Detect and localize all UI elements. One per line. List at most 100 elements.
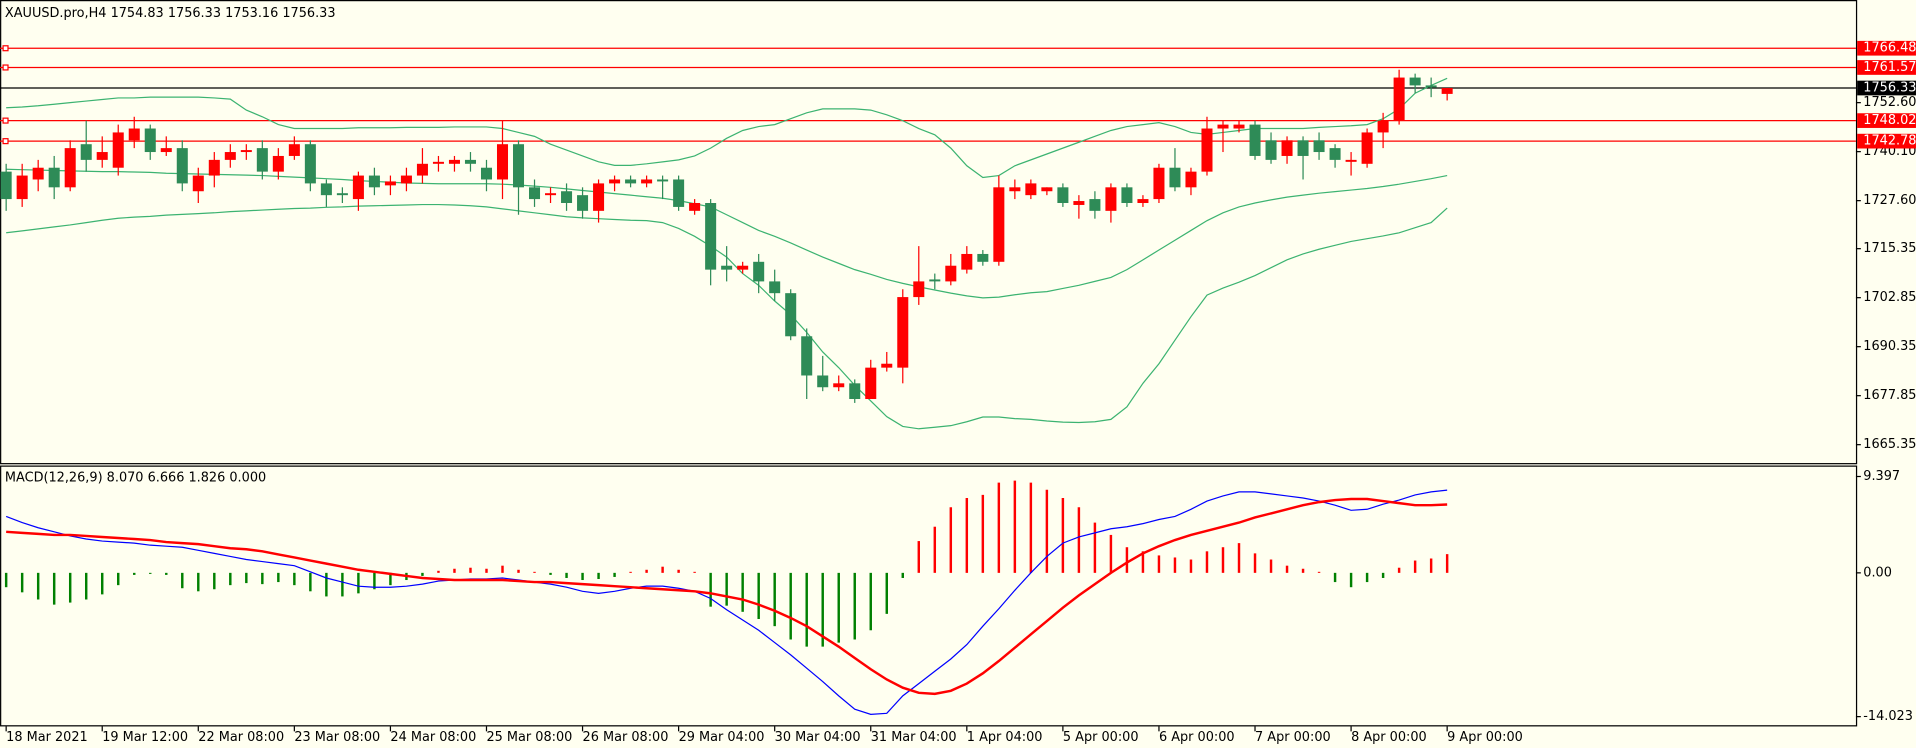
x-tick-label: 19 Mar 12:00 [102,730,188,745]
candle-body [641,179,653,184]
candle-body [1377,120,1389,133]
candle-body [288,144,300,156]
candle-body [1217,124,1229,129]
candle-body [208,159,220,176]
candle-body [1345,159,1357,162]
candle-body [945,265,957,282]
candle-body [913,281,925,298]
candle-body [160,148,172,153]
candle-body [1233,124,1245,129]
candle-body [801,336,813,376]
level-handle [2,117,9,124]
candle-body [512,144,525,188]
x-tick-label: 23 Mar 08:00 [294,730,380,745]
candle-body [1041,187,1053,192]
candle-body [368,175,380,188]
candle-body [384,181,396,186]
macd-title: MACD(12,26,9) 8.070 6.666 1.826 0.000 [5,470,266,485]
candle-body [1105,187,1117,211]
candle-body [96,152,108,160]
level-label-bg [1857,133,1916,149]
candle-body [432,161,444,164]
x-tick-label: 24 Mar 08:00 [390,730,476,745]
candle-body [256,148,268,172]
candle-body [176,148,188,184]
candle-body [865,367,877,400]
y-tick-label: 0.00 [1863,565,1892,580]
candle-body [737,265,749,270]
y-tick-label: 1727.60 [1863,193,1916,208]
candle-body [16,175,28,200]
candle-body [416,163,428,176]
candle-body [625,179,637,184]
candle-body [0,171,12,200]
back-layer: 1752.601740.101727.601715.351702.851690.… [0,45,1916,745]
candle-body [961,253,973,270]
candle-body [929,279,941,282]
candle-body [1409,77,1421,86]
candle-body [1137,199,1149,204]
candle-body [721,265,733,270]
candle-body [1281,140,1293,156]
candle-body [448,159,460,164]
candle-body [400,175,412,184]
x-tick-label: 6 Apr 00:00 [1159,730,1235,745]
candle-body [545,193,557,196]
candle-body [1425,85,1437,88]
level-label: 1748.02 [1863,113,1916,128]
candle-body [320,183,332,196]
candle-body [32,167,44,180]
candle-body [464,159,476,164]
candle-body [336,193,348,196]
candle-body [753,261,765,282]
level-label-bg [1857,113,1916,128]
candle-body [64,148,76,188]
x-tick-label: 8 Apr 00:00 [1351,730,1427,745]
candle-body [1297,140,1309,156]
y-tick-label: 1752.60 [1863,95,1916,110]
y-tick-label: 9.397 [1863,469,1900,484]
level-handle [2,64,9,71]
x-tick-label: 1 Apr 04:00 [967,730,1043,745]
candle-body [80,144,92,160]
candle-body [1089,199,1101,211]
y-tick-label: 1690.35 [1863,339,1916,354]
candle-body [577,195,589,211]
x-tick-label: 25 Mar 08:00 [486,730,572,745]
x-tick-label: 30 Mar 04:00 [775,730,861,745]
candle-body [1185,171,1197,188]
candle-body [593,183,605,211]
y-tick-label: 1677.85 [1863,388,1916,403]
main-layer [0,69,1453,715]
current-price-bg [1857,80,1916,96]
candle-body [993,187,1005,262]
candle-body [1073,201,1085,205]
level-label: 1766.48 [1863,41,1916,56]
candle-body [1313,140,1325,153]
candle-body [144,128,156,153]
level-label-bg [1857,60,1916,75]
price-panel [0,0,1858,465]
candle-body [1249,124,1261,156]
candle-body [1057,187,1069,204]
macd-panel [0,465,1858,727]
candle-body [529,187,541,200]
candle-body [1441,88,1453,94]
candle-body [1025,183,1037,196]
candle-body [833,383,845,388]
candle-body [561,191,573,204]
candle-body [977,253,989,262]
macd-line [5,489,1448,715]
candle-body [112,132,124,168]
candle-body [689,203,701,211]
candle-body [1169,167,1181,188]
candle-body [785,293,797,337]
y-tick-label: -14.023 [1863,709,1913,724]
chart-title: XAUUSD.pro,H4 1754.83 1756.33 1753.16 17… [5,6,336,21]
level-label-bg [1857,40,1916,56]
candle-body [1201,128,1213,172]
x-tick-label: 29 Mar 04:00 [679,730,765,745]
x-tick-label: 7 Apr 00:00 [1255,730,1331,745]
